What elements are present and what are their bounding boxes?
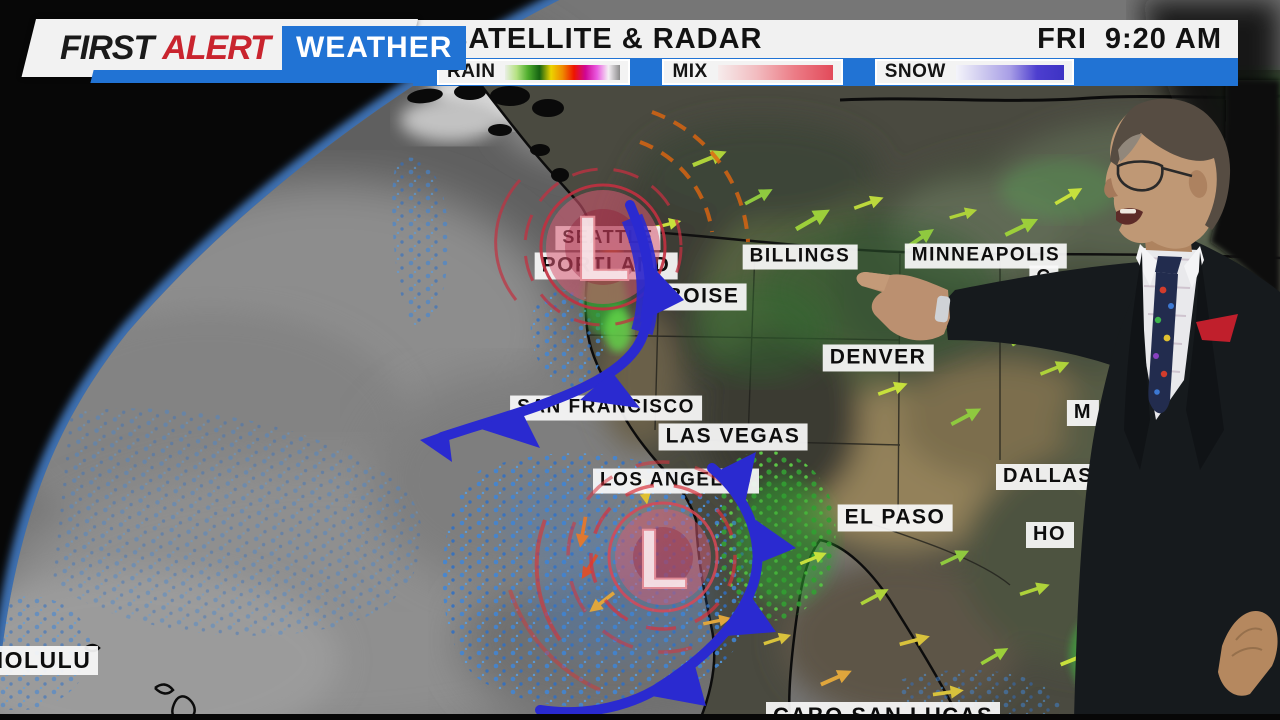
rain-gradient-swatch (505, 64, 621, 80)
clock: FRI 9:20 AM (1037, 20, 1222, 58)
city-label-dallas: DALLAS (996, 464, 1096, 490)
legend-mix: MIX (662, 59, 843, 85)
title-bar: SATELLITE & RADAR FRI 9:20 AM (337, 20, 1238, 58)
mix-gradient-swatch (717, 64, 833, 80)
cold-front-south (535, 452, 796, 720)
presenter-tie (1148, 256, 1182, 414)
first-alert-weather-logo: FIRST ALERT WEATHER (21, 19, 467, 77)
bottom-letterbox (0, 714, 1280, 720)
snow-gradient-swatch (955, 64, 1064, 80)
presenter-hair (1110, 98, 1231, 230)
header: SATELLITE & RADAR FRI 9:20 AM RAIN MIX S… (0, 0, 1280, 90)
orange-arcs (639, 110, 750, 243)
presenter-arm (944, 262, 1140, 372)
presenter-ear (1188, 170, 1208, 198)
legend-snow: SNOW (874, 59, 1074, 85)
page-title: SATELLITE & RADAR (448, 22, 763, 55)
legend-mix-label: MIX (672, 61, 708, 82)
city-label-m-partial: M (1066, 400, 1100, 426)
presenter-hand-right (1218, 611, 1278, 696)
low-label-north: L (575, 198, 631, 300)
clock-day: FRI (1037, 22, 1087, 55)
city-label-minneapolis: MINNEAPOLIS (904, 243, 1068, 269)
backdrop-shadow (1210, 80, 1280, 300)
presenter-hand (856, 272, 951, 341)
brand-alert: ALERT (162, 28, 270, 67)
low-pressure-north: L (494, 167, 683, 327)
city-label-el-paso: EL PASO (837, 504, 953, 532)
presenter-glasses (1116, 160, 1193, 192)
cold-front-north (420, 200, 684, 462)
brand-weather: WEATHER (295, 31, 453, 64)
wristwatch (934, 295, 951, 323)
brand-underline-strip (90, 70, 420, 83)
legend-snow-label: SNOW (884, 61, 946, 82)
pocket-square (1196, 314, 1238, 342)
city-label-honolulu: HONOLULU (0, 646, 99, 676)
brand-weather-box: WEATHER (281, 26, 467, 70)
legend-bar: RAIN MIX SNOW (413, 58, 1238, 86)
low-label-south: L (637, 512, 688, 606)
brand-first: FIRST (60, 28, 154, 67)
city-label-houston-partial: HO (1026, 522, 1074, 548)
city-label-las-vegas: LAS VEGAS (658, 423, 808, 451)
low-pressure-south: L (508, 460, 760, 692)
legend-rain: RAIN (437, 59, 631, 85)
clock-time: 9:20 AM (1104, 22, 1222, 55)
city-label-billings: BILLINGS (742, 244, 858, 270)
presenter-suit (1074, 238, 1280, 720)
weather-presenter (856, 80, 1280, 720)
city-label-denver: DENVER (822, 344, 934, 372)
